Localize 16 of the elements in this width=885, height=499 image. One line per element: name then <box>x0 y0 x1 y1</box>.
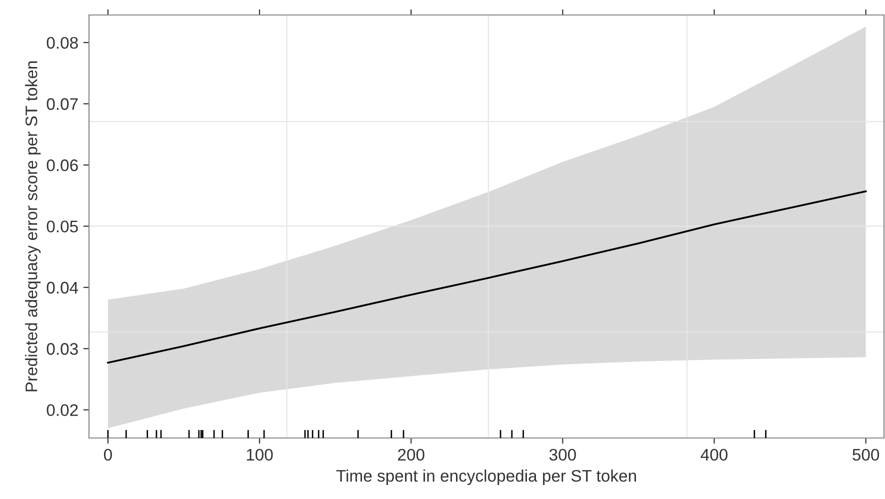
x-tick-label: 0 <box>104 448 112 461</box>
y-tick-label: 0.02 <box>46 404 78 416</box>
y-tick-label: 0.07 <box>46 98 78 110</box>
x-tick-label: 400 <box>700 448 728 461</box>
y-tick-label: 0.03 <box>46 343 78 355</box>
x-tick-label: 100 <box>246 448 273 461</box>
line-series <box>107 190 867 364</box>
y-axis-title: Predicted adequacy error score per ST token <box>25 61 41 392</box>
x-tick-label: 500 <box>852 448 880 461</box>
x-axis-title: Time spent in encyclopedia per ST token <box>336 470 636 486</box>
y-tick-label: 0.06 <box>46 159 78 172</box>
y-tick-label: 0.05 <box>46 220 78 232</box>
x-tick-label: 300 <box>549 448 576 461</box>
y-tick-label: 0.08 <box>46 36 78 49</box>
y-tick-label: 0.04 <box>46 282 78 294</box>
x-tick-label: 200 <box>398 448 424 461</box>
